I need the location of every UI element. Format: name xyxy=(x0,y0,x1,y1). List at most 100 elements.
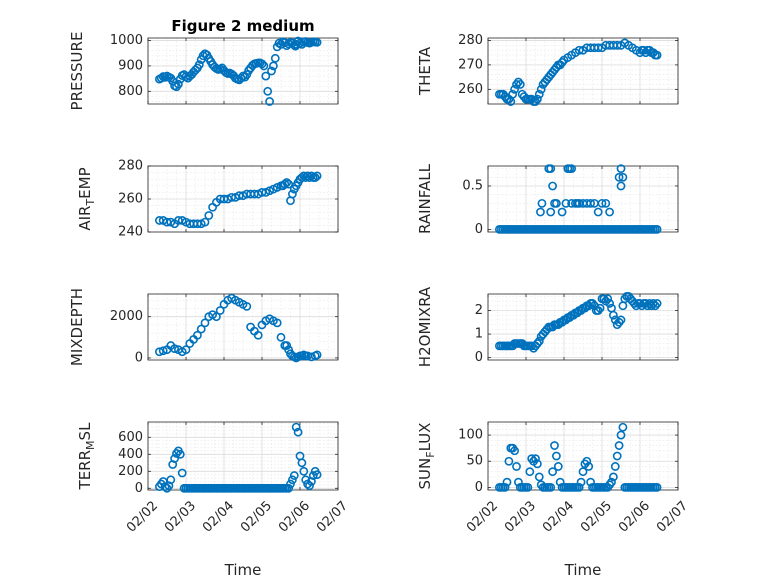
y-tick-label: 280 xyxy=(118,159,143,174)
data-point xyxy=(523,482,533,492)
data-point xyxy=(154,347,164,357)
data-point xyxy=(584,462,594,471)
y-tick-label: 1 xyxy=(475,327,483,342)
data-point xyxy=(267,66,276,76)
data-point xyxy=(605,299,614,308)
data-point xyxy=(282,178,292,187)
data-point xyxy=(595,303,605,313)
data-point xyxy=(614,172,624,182)
data-point xyxy=(561,198,571,208)
data-point xyxy=(629,299,639,308)
data-point xyxy=(648,299,658,308)
data-point xyxy=(614,317,624,327)
data-point xyxy=(170,344,179,354)
data-point xyxy=(310,173,320,182)
y-tick-label: 600 xyxy=(118,430,143,445)
data-point xyxy=(605,207,614,217)
data-point xyxy=(257,59,267,69)
data-point xyxy=(609,310,618,320)
data-point xyxy=(177,468,187,478)
data-point xyxy=(502,477,512,487)
chart-panel-3: 240 260 280 AIRTEMP xyxy=(76,159,339,240)
data-point xyxy=(650,301,660,311)
data-point xyxy=(284,345,293,355)
chart-panel-2: 260 270 280 THETA xyxy=(416,33,679,106)
data-point xyxy=(607,477,616,487)
data-point xyxy=(574,45,584,55)
data-point xyxy=(312,37,322,47)
data-point xyxy=(618,172,628,182)
data-point xyxy=(286,479,295,489)
data-point xyxy=(601,198,611,208)
data-point xyxy=(652,224,662,234)
data-point xyxy=(263,86,273,96)
axes-frame xyxy=(487,421,679,491)
x-axis-label: Time xyxy=(564,561,602,579)
data-point xyxy=(181,72,191,81)
data-point xyxy=(548,181,557,191)
data-point xyxy=(272,318,282,328)
x-axis-label: Time xyxy=(224,561,262,579)
data-point xyxy=(588,299,597,308)
y-tick-label: 200 xyxy=(118,464,143,479)
data-point xyxy=(548,467,557,477)
data-point xyxy=(612,451,622,461)
data-point xyxy=(312,470,322,480)
data-point xyxy=(533,94,542,104)
axes-frame xyxy=(147,293,339,361)
y-tick-label: 2 xyxy=(475,303,483,318)
data-point xyxy=(282,341,292,350)
y-axis-label: RAINFALL xyxy=(416,163,434,234)
y-tick-label: 0 xyxy=(475,222,483,237)
data-point xyxy=(312,350,322,360)
data-point xyxy=(616,181,626,191)
y-axis-label: PRESSURE xyxy=(68,32,86,111)
data-point xyxy=(536,84,546,94)
data-point xyxy=(265,97,274,106)
y-tick-label: 240 xyxy=(118,225,143,240)
data-point xyxy=(504,456,514,466)
y-tick-label: 0 xyxy=(475,350,483,365)
axes-frame xyxy=(147,37,339,105)
data-point xyxy=(550,441,559,450)
data-point xyxy=(308,471,318,480)
data-point xyxy=(510,84,519,94)
data-point xyxy=(612,40,622,50)
data-point xyxy=(160,482,170,491)
y-axis-label: SUNFLUX xyxy=(416,423,437,490)
y-tick-label: 260 xyxy=(118,192,143,207)
chart-title: Figure 2 medium xyxy=(171,17,314,35)
y-tick-label: 2000 xyxy=(110,309,143,324)
data-point xyxy=(603,294,613,304)
data-point xyxy=(166,475,176,485)
data-point xyxy=(175,449,185,459)
data-point xyxy=(200,217,210,227)
data-point xyxy=(173,79,183,89)
y-tick-label: 0 xyxy=(135,481,143,496)
data-point xyxy=(196,324,206,334)
data-point xyxy=(211,312,221,322)
y-tick-label: 270 xyxy=(458,57,483,72)
data-point xyxy=(616,164,626,174)
data-point xyxy=(500,482,510,492)
y-tick-label: 280 xyxy=(458,33,483,48)
data-point xyxy=(572,198,582,208)
data-point xyxy=(525,467,535,477)
data-point xyxy=(242,301,252,311)
data-point xyxy=(297,458,307,468)
chart-panel-1: 800 900 1000 PRESSURE Figure 2 medium xyxy=(68,17,339,111)
data-point xyxy=(609,472,618,482)
y-axis-label: MIXDEPTH xyxy=(68,288,86,366)
chart-panel-4: 0 0.5 RAINFALL xyxy=(416,163,679,237)
data-point xyxy=(534,336,544,346)
axes-frame xyxy=(487,37,679,105)
data-point xyxy=(534,89,544,99)
data-point xyxy=(553,462,563,471)
data-point xyxy=(635,299,645,308)
data-point xyxy=(576,477,586,487)
data-point xyxy=(204,211,214,220)
data-point xyxy=(268,61,278,71)
y-tick-label: 0 xyxy=(135,350,143,365)
data-point xyxy=(614,441,624,450)
